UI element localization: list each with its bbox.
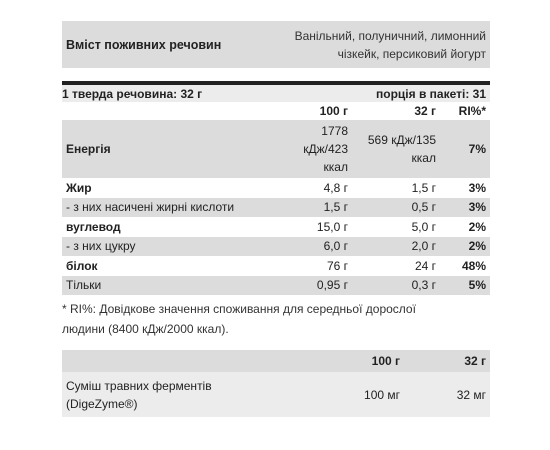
value-ri: 2% xyxy=(440,236,490,256)
value-100g: 76 г xyxy=(326,258,348,273)
row-label: вуглевод xyxy=(66,219,121,234)
value-32g: 0,5 г xyxy=(352,197,440,217)
col-header-32g: 32 г xyxy=(414,104,436,118)
col-header-100g: 100 г xyxy=(319,104,348,118)
enzymes-label-line-1: Суміш травних ферментів xyxy=(66,378,212,393)
nutrients-table: 100 г 32 г RI%* Енергія 1778 кДж/423 кка… xyxy=(62,102,490,295)
value-ri: 2% xyxy=(468,219,486,234)
serving-row: 1 тверда речовина: 32 г порція в пакеті:… xyxy=(62,85,490,102)
flavors-line-1: Ванільний, полуничний, лимонний xyxy=(294,28,486,43)
energy-per-32g: 569 кДж/135 ккал xyxy=(352,120,440,178)
energy-ri: 7% xyxy=(440,120,490,178)
column-header-row: 100 г 32 г RI%* xyxy=(62,102,490,120)
footnote-line-2: людини (8400 кДж/2000 ккал). xyxy=(62,322,229,336)
nutrition-table: Вміст поживних речовин Ванільний, полуни… xyxy=(62,21,490,339)
table-row: Жир 4,8 г 1,5 г 3% xyxy=(62,178,490,198)
value-32g: 0,3 г xyxy=(352,275,440,295)
value-100g: 1,5 г xyxy=(242,197,352,217)
energy-100-line-3: ккал xyxy=(323,160,348,174)
col-header-ri: RI%* xyxy=(458,104,486,118)
table-row: Суміш травних ферментів (DigeZyme®) 100 … xyxy=(62,372,490,417)
energy-per-100g: 1778 кДж/423 ккал xyxy=(242,120,352,178)
value-100g: 15,0 г xyxy=(316,219,348,234)
row-label: Енергія xyxy=(62,120,242,178)
row-label: - з них цукру xyxy=(62,236,242,256)
value-100g: 6,0 г xyxy=(242,236,352,256)
serving-size: 1 тверда речовина: 32 г xyxy=(62,86,203,101)
row-label: Жир xyxy=(66,180,92,195)
value-32g: 32 мг xyxy=(456,387,486,402)
flavors-line-2: чізкейк, персиковий йогурт xyxy=(337,46,486,61)
flavors-text: Ванільний, полуничний, лимонний чізкейк,… xyxy=(276,27,486,63)
energy-32-line-1: 569 кДж/135 xyxy=(367,133,436,147)
value-32g: 24 г xyxy=(414,258,436,273)
footnote-line-1: * RI%: Довідкове значення споживання для… xyxy=(62,302,416,316)
col-header-32g: 32 г xyxy=(464,354,486,368)
value-32g: 5,0 г xyxy=(411,219,436,234)
enzymes-header-row: 100 г 32 г xyxy=(62,350,490,372)
row-label: Тільки xyxy=(62,275,242,295)
value-32g: 2,0 г xyxy=(352,236,440,256)
value-ri: 3% xyxy=(440,197,490,217)
table-title: Вміст поживних речовин xyxy=(66,37,222,52)
value-100g: 0,95 г xyxy=(242,275,352,295)
table-row: Тільки 0,95 г 0,3 г 5% xyxy=(62,275,490,295)
table-row: - з них цукру 6,0 г 2,0 г 2% xyxy=(62,236,490,256)
enzymes-label-line-2: (DigeZyme®) xyxy=(66,396,138,411)
enzymes-table: 100 г 32 г Суміш травних ферментів (Dige… xyxy=(62,350,490,417)
col-header-100g: 100 г xyxy=(371,354,400,368)
value-100g: 100 мг xyxy=(364,387,400,402)
row-label: - з них насичені жирні кислоти xyxy=(62,197,242,217)
value-ri: 3% xyxy=(468,180,486,195)
row-label: білок xyxy=(66,258,98,273)
table-row: білок 76 г 24 г 48% xyxy=(62,256,490,276)
table-header: Вміст поживних речовин Ванільний, полуни… xyxy=(62,21,490,68)
energy-32-line-2: ккал xyxy=(411,151,436,165)
value-ri: 5% xyxy=(440,275,490,295)
value-ri: 48% xyxy=(461,258,486,273)
table-row-energy: Енергія 1778 кДж/423 ккал 569 кДж/135 кк… xyxy=(62,120,490,178)
table-row: - з них насичені жирні кислоти 1,5 г 0,5… xyxy=(62,197,490,217)
value-100g: 4,8 г xyxy=(323,180,348,195)
divider-rule xyxy=(62,81,490,85)
energy-100-line-2: кДж/423 xyxy=(303,142,348,156)
value-32g: 1,5 г xyxy=(411,180,436,195)
energy-100-line-1: 1778 xyxy=(321,124,348,138)
table-row: вуглевод 15,0 г 5,0 г 2% xyxy=(62,217,490,237)
spacer xyxy=(62,68,490,81)
footnote: * RI%: Довідкове значення споживання для… xyxy=(62,299,490,339)
enzymes-label: Суміш травних ферментів (DigeZyme®) xyxy=(62,377,292,413)
servings-per-pack: порція в пакеті: 31 xyxy=(376,86,486,101)
